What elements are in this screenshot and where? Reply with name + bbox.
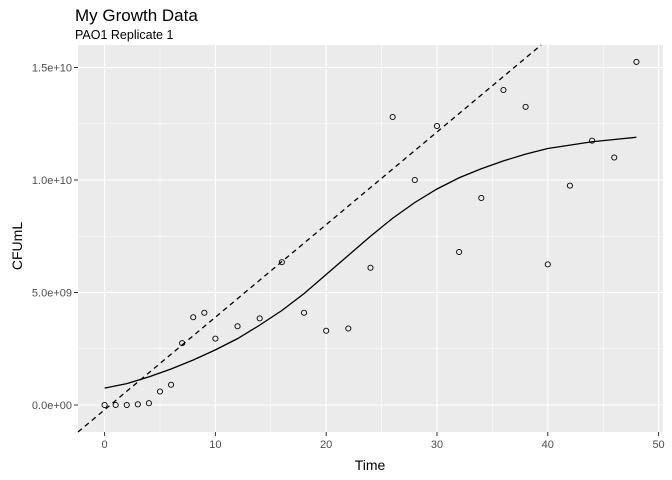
data-point (323, 327, 330, 334)
x-tick-label: 0 (102, 439, 108, 451)
data-point (611, 154, 618, 161)
chart-subtitle: PAO1 Replicate 1 (75, 28, 173, 42)
data-point (256, 315, 263, 322)
data-point (179, 340, 186, 347)
data-point (156, 388, 164, 395)
chart-title: My Growth Data (75, 6, 198, 25)
data-point (112, 401, 119, 409)
tangent-line (77, 44, 542, 433)
data-point (456, 248, 463, 256)
data-point (500, 86, 507, 94)
x-tick-label: 20 (320, 439, 332, 451)
data-point (433, 122, 441, 130)
x-tick-label: 10 (209, 439, 221, 451)
data-point (411, 176, 418, 184)
plot-panel (78, 45, 663, 432)
data-point (522, 103, 529, 110)
data-point (101, 401, 108, 409)
y-tick-label: 1.5e+10 (32, 63, 72, 75)
data-point (589, 137, 596, 144)
y-tick-label: 0.0e+00 (32, 400, 72, 412)
x-tick-label: 40 (542, 439, 554, 451)
data-point (190, 314, 197, 321)
data-point (201, 309, 208, 316)
x-tick-label: 30 (431, 439, 443, 451)
data-point (134, 401, 141, 408)
data-point (544, 261, 551, 268)
plot-marks (77, 44, 640, 433)
x-tick-label: 50 (652, 439, 664, 451)
data-point (566, 182, 573, 189)
data-point (278, 259, 285, 266)
fit-curve (104, 136, 637, 389)
data-point (345, 325, 352, 332)
data-point (389, 113, 396, 121)
data-point (478, 194, 485, 202)
data-point (168, 381, 175, 388)
data-point (367, 264, 374, 271)
major-grid (78, 45, 663, 432)
data-point (123, 401, 130, 409)
axes: 0 10 20 30 40 50 0.0e+00 5.0e+09 1.0e+10 1.5e+10 (32, 63, 665, 452)
data-point (145, 400, 152, 407)
x-axis-title: Time (355, 457, 386, 473)
data-point (633, 58, 640, 65)
y-tick-label: 1.0e+10 (32, 175, 72, 187)
data-point (212, 335, 219, 342)
y-axis-title: CFUmL (9, 222, 25, 270)
y-tick-label: 5.0e+09 (32, 288, 72, 300)
data-point (234, 323, 241, 330)
data-point (300, 309, 308, 316)
